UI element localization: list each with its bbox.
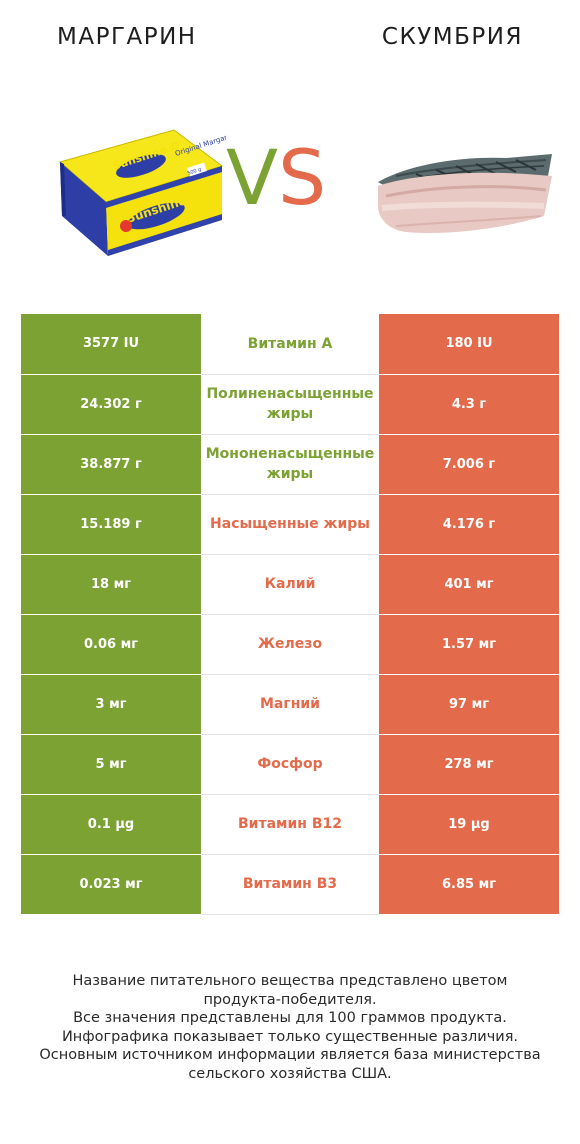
nutrient-name: Магний [201,674,379,735]
left-product-title: МАРГАРИН [57,24,197,50]
vs-s: S [278,133,327,222]
mackerel-fillet-image [378,154,552,234]
footer-line: продукта-победителя. [203,991,377,1008]
vs-label: VS [226,140,326,216]
left-value: 38.877 г [21,434,201,495]
left-value: 0.023 мг [21,854,201,915]
left-value: 15.189 г [21,494,201,555]
right-value: 6.85 мг [379,854,559,915]
nutrient-label: Витамин A [247,335,333,352]
comparison-row: 0.023 мг Витамин B3 6.85 мг [21,854,559,915]
nutrient-label: Насыщенные жиры [210,516,370,532]
nutrient-label: Железо [257,636,323,652]
right-value: 7.006 г [379,434,559,495]
right-value: 180 IU [379,314,559,375]
footer-line: Основным источником информации является … [39,1047,541,1063]
footer-line: Инфографика показывает только существенн… [61,1028,519,1045]
footer-line: сельского хозяйства США. [188,1065,392,1082]
comparison-row: 3 мг Магний 97 мг [21,674,559,735]
nutrient-label: Калий [264,576,316,592]
comparison-row: 38.877 г Мононенасыщенные жиры 7.006 г [21,434,559,495]
left-value: 3577 IU [21,314,201,375]
comparison-row: 15.189 г Насыщенные жиры 4.176 г [21,494,559,555]
nutrient-label: Витамин B12 [238,816,342,832]
nutrient-name: Витамин A [201,314,379,375]
nutrient-name: Витамин B3 [201,854,379,915]
nutrient-label: Полиненасыщенные жиры [206,386,374,422]
nutrient-name: Полиненасыщенные жиры [201,374,379,435]
nutrient-name: Мононенасыщенные жиры [201,434,379,495]
right-value: 4.3 г [379,374,559,435]
nutrient-label: Мононенасыщенные жиры [205,446,375,482]
left-value: 18 мг [21,554,201,615]
left-value: 0.06 мг [21,614,201,675]
footer-line: Название питательного вещества представл… [72,973,508,989]
right-value: 401 мг [379,554,559,615]
comparison-row: 24.302 г Полиненасыщенные жиры 4.3 г [21,374,559,435]
weight-label: 500 g [187,167,202,177]
right-value: 97 мг [379,674,559,735]
nutrient-label: Магний [260,696,320,712]
nutrient-label: Витамин B3 [242,876,338,892]
comparison-row: 0.06 мг Железо 1.57 мг [21,614,559,675]
left-value: 3 мг [21,674,201,735]
footer-line: Все значения представлены для 100 граммо… [73,1010,507,1026]
right-value: 278 мг [379,734,559,795]
vs-v: V [226,133,278,222]
left-value: 0.1 µg [21,794,201,855]
comparison-row: 18 мг Калий 401 мг [21,554,559,615]
nutrient-label: Фосфор [257,756,323,772]
comparison-row: 5 мг Фосфор 278 мг [21,734,559,795]
right-value: 19 µg [379,794,559,855]
footer-notes: Название питательного вещества представл… [20,972,560,1083]
comparison-row: 0.1 µg Витамин B12 19 µg [21,794,559,855]
nutrient-name: Фосфор [201,734,379,795]
nutrient-name: Железо [201,614,379,675]
left-value: 24.302 г [21,374,201,435]
right-value: 1.57 мг [379,614,559,675]
left-value: 5 мг [21,734,201,795]
comparison-table: 3577 IU Витамин A 180 IU 24.302 г Полиненасы… [21,314,559,915]
right-product-title: СКУМБРИЯ [381,24,523,50]
nutrient-name: Насыщенные жиры [201,494,379,555]
nutrient-name: Витамин B12 [201,794,379,855]
right-value: 4.176 г [379,494,559,555]
margarine-image: Sunshine D Original Margarine 500 g Suns… [58,129,226,256]
comparison-row: 3577 IU Витамин A 180 IU [21,314,559,375]
nutrient-name: Калий [201,554,379,615]
